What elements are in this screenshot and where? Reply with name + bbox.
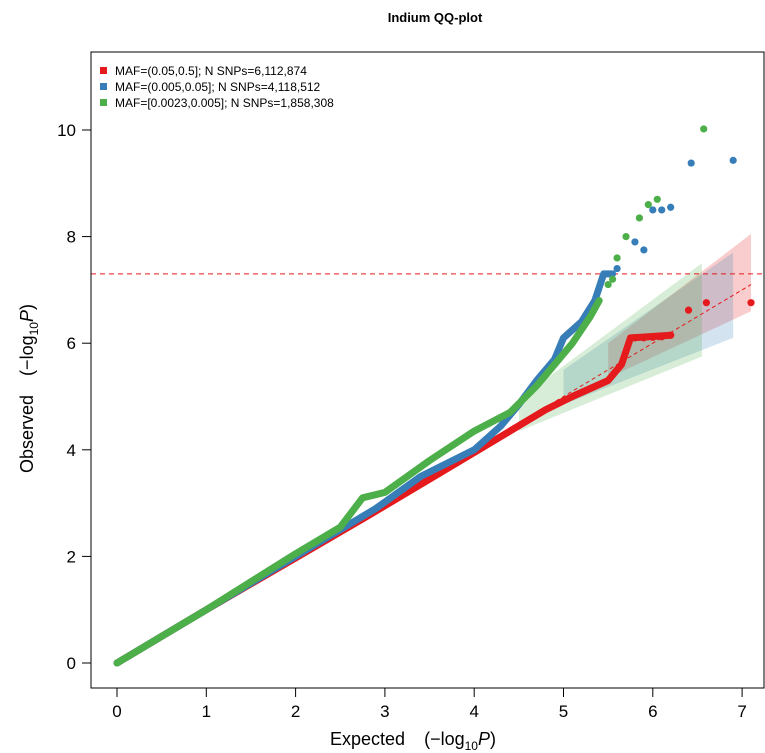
x-tick-label: 1 [202,702,211,721]
data-point [684,306,693,314]
data-point [631,238,639,246]
data-point [640,246,648,254]
x-tick-label: 5 [559,702,568,721]
plot-frame [90,51,765,689]
y-tick-label: 6 [67,334,76,353]
x-axis: 0 1 2 3 4 5 6 7 [112,688,747,721]
series-curve [113,297,603,667]
x-tick-label: 0 [112,702,121,721]
series-curves [113,270,675,667]
legend-label: MAF=[0.0023,0.005]; N SNPs=1,858,308 [115,96,334,110]
data-point [649,333,657,341]
data-point [667,203,675,211]
data-point [747,299,755,307]
confidence-band [563,252,734,405]
series-curve [113,270,617,667]
legend-label: MAF=(0.005,0.05]; N SNPs=4,118,512 [115,80,321,94]
legend-swatch [100,67,107,74]
legend-swatch [100,99,107,106]
data-point [613,264,621,273]
confidence-bands [518,233,752,432]
data-point [658,206,666,214]
legend: MAF=(0.05,0.5]; N SNPs=6,112,874 MAF=(0.0… [100,64,334,110]
legend-swatch [100,83,107,90]
y-axis: 0 2 4 6 8 10 [57,121,91,673]
x-axis-label: Expected (−log10P) [330,729,496,753]
data-point [622,233,630,241]
y-axis-title: Observed [17,395,37,473]
legend-label: MAF=(0.05,0.5]; N SNPs=6,112,874 [115,64,307,78]
data-point [631,334,639,342]
data-point [644,201,652,209]
y-tick-label: 8 [67,228,76,247]
y-tick-label: 0 [67,654,76,673]
y-tick-label: 10 [57,121,76,140]
y-axis-label: Observed (−log10P) [17,304,41,473]
chart-title: Indium QQ-plot [388,10,483,25]
y-tick-label: 4 [67,441,76,460]
data-point [640,334,648,342]
series-points [604,125,755,342]
x-tick-label: 6 [648,702,657,721]
x-tick-label: 2 [291,702,300,721]
data-point [635,214,644,222]
data-point [687,159,695,167]
x-axis-title: Expected [330,729,405,749]
data-point [609,275,617,283]
data-point [667,331,675,339]
x-tick-label: 7 [737,702,746,721]
data-point [613,254,621,262]
data-point [702,299,710,307]
data-point [729,156,737,164]
data-point [604,280,612,289]
x-tick-label: 3 [380,702,389,721]
confidence-band [518,263,702,432]
data-point [700,125,708,133]
data-point [653,195,661,203]
data-point [649,206,657,214]
y-tick-label: 2 [67,547,76,566]
data-point [658,333,666,341]
confidence-band [608,233,752,378]
x-tick-label: 4 [469,702,478,721]
